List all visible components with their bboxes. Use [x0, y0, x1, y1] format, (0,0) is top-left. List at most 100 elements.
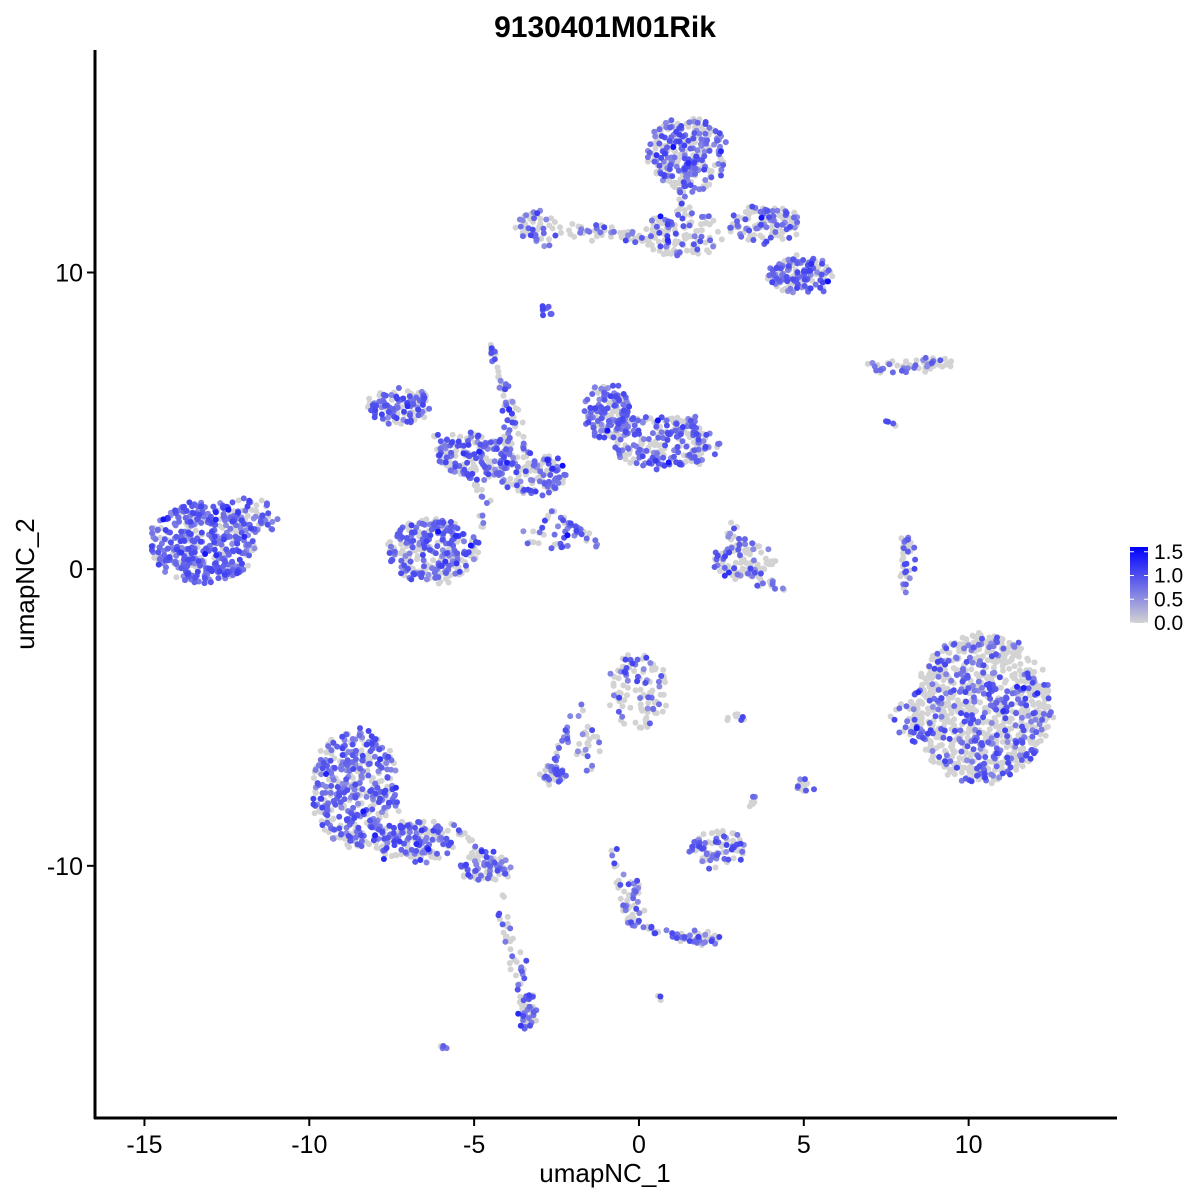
- cell-point: [589, 762, 596, 769]
- cell-point: [942, 661, 949, 668]
- cell-point: [545, 512, 552, 519]
- cell-point: [430, 557, 437, 564]
- cell-point: [655, 678, 662, 685]
- cell-point: [393, 415, 400, 422]
- cell-point: [779, 236, 786, 242]
- cell-point: [1003, 677, 1009, 684]
- cell-point: [615, 447, 622, 454]
- cell-point: [657, 243, 664, 250]
- cell-point: [988, 735, 995, 742]
- cell-point: [969, 682, 976, 689]
- cell-point: [526, 992, 533, 999]
- cell-point: [412, 858, 419, 865]
- cell-point: [587, 404, 594, 411]
- cell-point: [223, 546, 230, 553]
- cell-point: [943, 645, 950, 652]
- cell-point: [979, 719, 986, 726]
- cell-point: [411, 571, 418, 578]
- cell-point: [403, 539, 410, 546]
- cell-point: [584, 753, 591, 760]
- cell-point: [560, 517, 567, 524]
- cell-point: [367, 748, 374, 755]
- cell-point: [229, 558, 236, 565]
- cell-point: [708, 938, 715, 945]
- cell-point: [430, 827, 437, 834]
- cell-point: [425, 571, 432, 578]
- cell-point: [660, 454, 667, 461]
- cell-point: [919, 710, 926, 717]
- cell-point: [323, 771, 330, 777]
- cell-point: [790, 256, 797, 263]
- cell-point: [964, 734, 971, 741]
- cell-point: [695, 933, 702, 940]
- cell-point: [520, 454, 527, 461]
- cell-point: [922, 368, 929, 375]
- cell-point: [535, 540, 542, 547]
- cell-point: [186, 499, 193, 506]
- cell-point: [622, 237, 629, 244]
- cell-point: [764, 208, 771, 214]
- cell-point: [657, 691, 664, 698]
- cell-point: [589, 391, 596, 397]
- cell-point: [201, 580, 208, 587]
- cell-point: [720, 162, 727, 168]
- cell-point: [653, 423, 660, 430]
- cell-point: [702, 931, 709, 938]
- cell-point: [469, 470, 476, 477]
- cell-point: [358, 832, 365, 839]
- cell-point: [438, 835, 445, 842]
- cell-point: [787, 223, 794, 230]
- cell-point: [976, 763, 983, 770]
- cell-point: [547, 472, 554, 478]
- cell-point: [750, 793, 756, 800]
- cell-point: [496, 384, 503, 391]
- cell-point: [405, 834, 412, 841]
- cell-point: [534, 227, 541, 233]
- cell-point: [977, 658, 983, 665]
- cell-point: [683, 443, 690, 450]
- cell-point: [366, 395, 373, 402]
- cell-point: [423, 516, 430, 523]
- cell-point: [658, 133, 665, 140]
- cell-point: [671, 154, 678, 161]
- cell-point: [926, 663, 933, 670]
- cell-point: [718, 166, 725, 173]
- cell-point: [931, 665, 938, 672]
- cell-point: [653, 466, 660, 473]
- cell-point: [952, 727, 958, 734]
- cell-point: [628, 919, 634, 926]
- cell-point: [391, 838, 398, 845]
- cell-point: [495, 368, 502, 375]
- cell-point: [364, 767, 371, 774]
- cell-point: [700, 185, 707, 192]
- cell-point: [332, 801, 339, 808]
- cell-point: [677, 189, 684, 196]
- cell-point: [358, 838, 365, 844]
- cell-point: [575, 713, 582, 719]
- cell-point: [455, 438, 462, 445]
- cell-point: [696, 130, 703, 137]
- cell-point: [564, 542, 571, 549]
- cell-point: [397, 550, 404, 557]
- cell-point: [968, 778, 975, 785]
- cell-point: [750, 237, 757, 243]
- cell-point: [786, 234, 793, 241]
- cell-point: [664, 237, 671, 244]
- cell-point: [216, 568, 223, 575]
- cell-point: [404, 822, 411, 829]
- cell-point: [487, 439, 494, 446]
- cell-point: [770, 217, 777, 224]
- cell-point: [758, 221, 764, 228]
- cell-point: [601, 396, 608, 403]
- cell-point: [619, 713, 626, 720]
- cell-point: [1011, 643, 1018, 650]
- cell-point: [241, 533, 248, 540]
- cell-point: [207, 579, 214, 586]
- cell-point: [1019, 723, 1025, 730]
- cell-point: [922, 354, 929, 361]
- cell-point: [440, 1043, 447, 1049]
- cell-point: [1030, 700, 1037, 707]
- cell-point: [932, 713, 939, 720]
- cell-point: [896, 729, 903, 736]
- cell-point: [173, 574, 180, 581]
